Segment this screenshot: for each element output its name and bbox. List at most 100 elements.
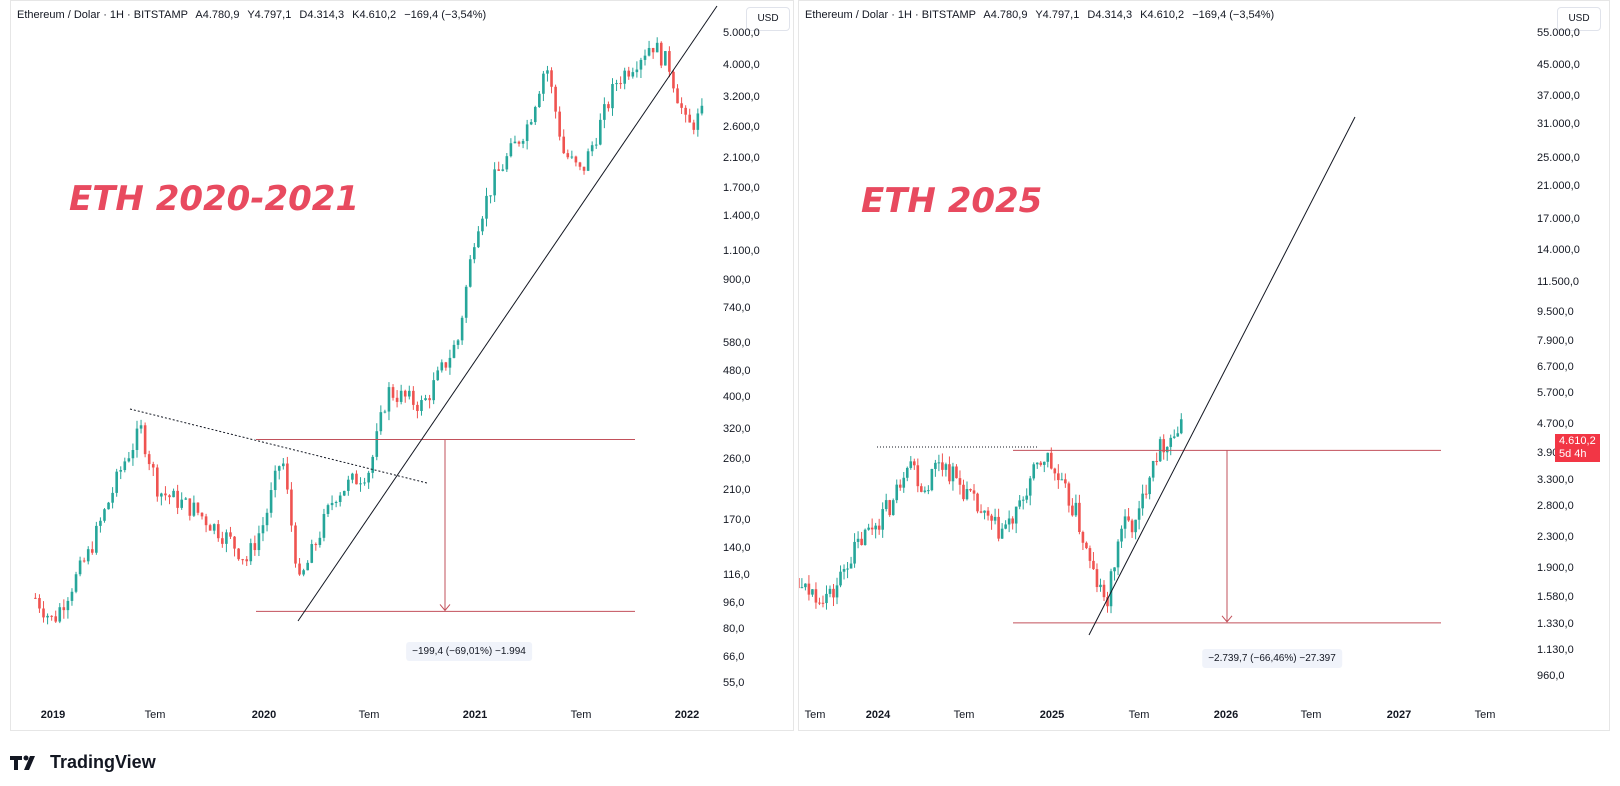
candle-body xyxy=(877,525,881,530)
price-tick-label: 480,0 xyxy=(723,364,751,377)
candle-body xyxy=(334,502,338,504)
candle-body xyxy=(432,380,435,401)
candle-body xyxy=(1165,446,1169,453)
candle-body xyxy=(111,492,114,503)
chart-plot-area[interactable] xyxy=(11,1,794,731)
candle-body xyxy=(42,608,45,618)
candle-body xyxy=(1007,518,1011,525)
candle-body xyxy=(1004,524,1007,529)
candle-body xyxy=(951,466,955,482)
candle-body xyxy=(1137,508,1141,520)
price-tick-label: 320,0 xyxy=(723,423,751,436)
tradingview-logo[interactable]: TradingView xyxy=(10,752,156,773)
price-tick-label: 9.500,0 xyxy=(1537,305,1574,318)
price-tick-label: 2.800,0 xyxy=(1537,499,1574,512)
candle-body xyxy=(192,502,196,516)
candle-body xyxy=(464,286,468,318)
time-tick-label: Tem xyxy=(1300,709,1322,721)
candle-body xyxy=(269,490,273,513)
candle-body xyxy=(347,479,350,491)
symbol-name: Ethereum / Dolar · 1H · BITSTAMP xyxy=(17,9,188,21)
measure-arrow-head xyxy=(439,604,451,612)
candle-body xyxy=(1081,531,1085,543)
currency-button[interactable]: USD xyxy=(746,7,790,31)
candle-body xyxy=(119,470,123,472)
candle-body xyxy=(944,464,948,470)
brand-name: TradingView xyxy=(50,752,156,772)
candle-body xyxy=(962,484,965,500)
chart-panel-left[interactable]: Ethereum / Dolar · 1H · BITSTAMP A4.780,… xyxy=(10,0,794,731)
ohlc-high: Y4.797,1 xyxy=(1035,9,1080,21)
price-tick-label: 66,0 xyxy=(723,650,745,663)
time-tick-label: Tem xyxy=(1474,709,1496,721)
candle-body xyxy=(1000,528,1004,539)
candle-body xyxy=(517,141,521,144)
price-tick-label: 1.330,0 xyxy=(1537,618,1574,631)
candle-body xyxy=(1021,499,1025,501)
candle-body xyxy=(265,512,269,526)
candle-body xyxy=(208,525,212,531)
price-tick-label: 1.100,0 xyxy=(723,245,760,258)
candle-body xyxy=(164,493,167,496)
candle-body xyxy=(631,72,635,77)
candle-body xyxy=(1169,437,1173,447)
candle-body xyxy=(281,463,285,467)
candle-body xyxy=(1032,464,1036,479)
candle-body xyxy=(546,70,549,74)
price-tick-label: 3.300,0 xyxy=(1537,473,1574,486)
candle-body xyxy=(916,465,920,487)
candle-body xyxy=(139,425,143,429)
chart-plot-area[interactable] xyxy=(799,1,1610,731)
candle-body xyxy=(326,505,330,514)
candle-body xyxy=(107,502,110,510)
candle-body xyxy=(566,153,570,158)
candle-body xyxy=(846,568,849,570)
candle-body xyxy=(839,571,842,586)
candle-body xyxy=(529,122,533,125)
candle-body xyxy=(627,70,631,77)
candle-body xyxy=(489,195,492,197)
candle-body xyxy=(800,587,804,589)
candle-body xyxy=(286,463,289,490)
candle-body xyxy=(1155,460,1158,462)
candle-body xyxy=(420,400,423,411)
candles xyxy=(799,413,1183,614)
candle-body xyxy=(986,510,990,516)
candle-body xyxy=(497,169,500,171)
candle-body xyxy=(294,525,297,564)
price-tick-label: 3.200,0 xyxy=(723,91,760,104)
candle-body xyxy=(842,569,846,572)
candle-body xyxy=(314,544,318,546)
price-tick-label: 25.000,0 xyxy=(1537,152,1580,165)
candle-body xyxy=(562,136,566,154)
candle-body xyxy=(424,398,427,401)
candle-body xyxy=(448,357,452,368)
candle-body xyxy=(115,471,118,493)
chart-panel-right[interactable]: Ethereum / Dolar · 1H · BITSTAMP A4.780,… xyxy=(798,0,1610,731)
candle-body xyxy=(804,583,807,588)
time-tick-label: 2021 xyxy=(462,709,488,721)
candle-body xyxy=(123,461,127,471)
price-tick-label: 1.130,0 xyxy=(1537,644,1574,657)
price-tick-label: 55,0 xyxy=(723,677,745,689)
ohlc-change: −169,4 (−3,54%) xyxy=(1192,9,1275,21)
candle-body xyxy=(99,520,102,526)
price-tick-label: 580,0 xyxy=(723,337,751,350)
currency-button[interactable]: USD xyxy=(1557,7,1601,31)
candle-body xyxy=(383,411,387,413)
candle-body xyxy=(888,500,892,516)
candle-body xyxy=(659,42,663,66)
candle-body xyxy=(1039,462,1043,465)
price-tick-label: 14.000,0 xyxy=(1537,244,1580,257)
candle-body xyxy=(70,591,74,601)
candle-body xyxy=(1141,493,1144,509)
candle-body xyxy=(948,464,951,482)
price-tick-label: 6.700,0 xyxy=(1537,361,1574,374)
price-tick-label: 31.000,0 xyxy=(1537,118,1580,131)
candle-body xyxy=(905,467,909,478)
candle-body xyxy=(990,515,993,521)
candle-body xyxy=(997,516,1000,539)
candle-body xyxy=(1176,433,1180,437)
candle-body xyxy=(395,397,399,402)
candle-body xyxy=(594,144,598,146)
